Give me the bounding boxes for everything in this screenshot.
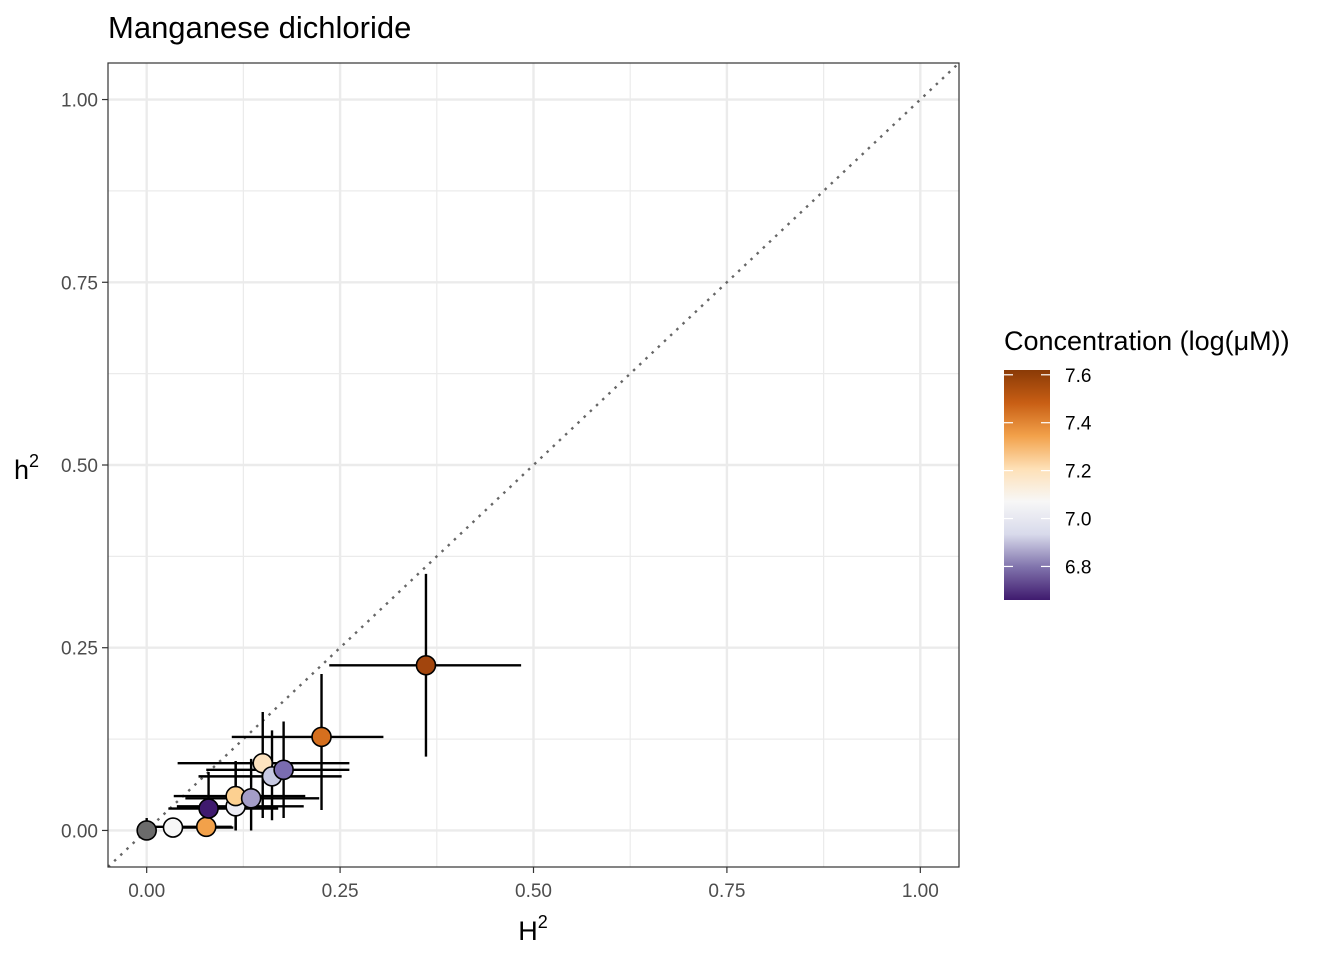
data-point xyxy=(311,726,332,748)
data-point xyxy=(198,798,219,819)
x-tick-label: 1.00 xyxy=(902,881,939,902)
colorbar-tick-label: 7.6 xyxy=(1065,366,1091,387)
y-tick-label: 0.25 xyxy=(61,639,98,660)
x-tick-label: 0.00 xyxy=(128,881,165,902)
x-axis-title: H2 xyxy=(518,912,548,946)
colorbar-tick-label: 6.8 xyxy=(1065,557,1091,578)
data-point xyxy=(415,654,437,676)
x-tick-label: 0.50 xyxy=(515,881,552,902)
colorbar xyxy=(1004,370,1050,600)
colorbar-tick-label: 7.0 xyxy=(1065,510,1091,531)
data-point xyxy=(273,759,294,781)
y-tick-label: 0.00 xyxy=(61,821,98,842)
data-point xyxy=(195,816,217,838)
data-point xyxy=(162,817,184,838)
data-point xyxy=(136,820,157,841)
x-tick-label: 0.75 xyxy=(708,881,745,902)
grid-major xyxy=(108,63,959,867)
y-axis: 0.00 0.25 0.50 0.75 1.00 xyxy=(61,91,108,842)
x-axis: 0.00 0.25 0.50 0.75 1.00 xyxy=(128,867,939,902)
data-points xyxy=(136,654,437,841)
color-legend: 6.8 7.0 7.2 7.4 7.6 xyxy=(1004,366,1092,600)
colorbar-tick-label: 7.4 xyxy=(1065,414,1092,435)
chart-title: Manganese dichloride xyxy=(108,10,412,45)
y-tick-label: 0.50 xyxy=(61,456,98,477)
y-axis-title: h2 xyxy=(14,451,39,485)
colorbar-tick-label: 7.2 xyxy=(1065,462,1091,483)
y-tick-label: 1.00 xyxy=(61,91,98,112)
y-tick-label: 0.75 xyxy=(61,273,98,294)
data-point xyxy=(240,787,262,809)
x-tick-label: 0.25 xyxy=(322,881,359,902)
legend-title: Concentration (log(μM)) xyxy=(1004,326,1290,356)
